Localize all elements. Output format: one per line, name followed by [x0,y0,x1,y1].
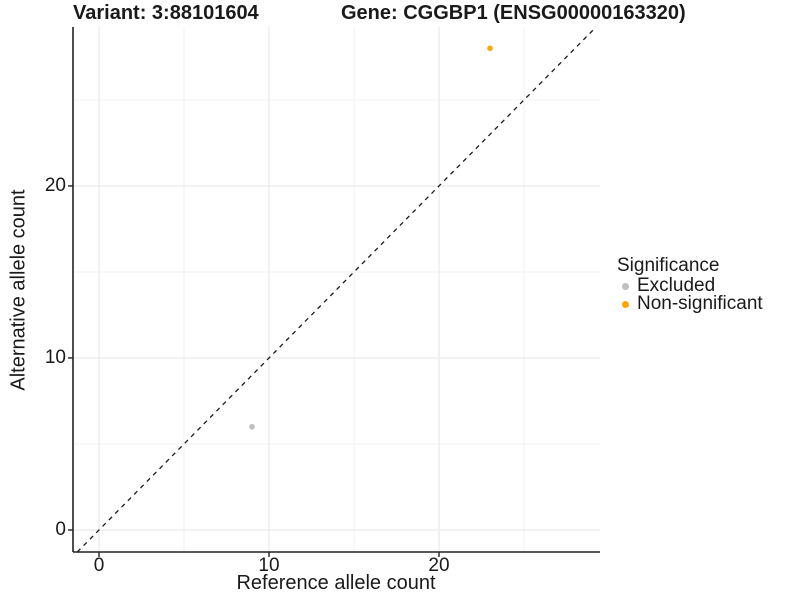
identity-line [76,26,597,553]
y-tick-label: 10 [44,346,66,368]
variant-title: Variant: 3:88101604 [73,2,259,24]
legend-dot-icon [622,282,629,290]
data-point-excluded [249,423,255,430]
gene-title: Gene: CGGBP1 (ENSG00000163320) [341,2,686,24]
x-axis-title: Reference allele count [236,572,436,594]
legend-item-label: Excluded [637,275,716,296]
legend-dot-icon [622,300,629,308]
x-tick-label: 10 [258,555,280,576]
y-tick-label: 20 [44,174,66,196]
legend-item-excluded: Excluded [617,275,763,296]
legend: Significance Excluded Non-significant [617,255,763,313]
y-axis-title: Alternative allele count [7,189,30,391]
legend-item-non-significant: Non-significant [617,293,763,314]
data-point-non-significant [487,45,493,52]
legend-title: Significance [617,255,720,276]
x-tick-label: 20 [428,555,450,576]
y-tick-label: 0 [55,518,66,540]
x-tick-label: 0 [93,555,105,576]
legend-rows: Excluded Non-significant [617,275,763,314]
legend-item-label: Non-significant [637,293,763,314]
